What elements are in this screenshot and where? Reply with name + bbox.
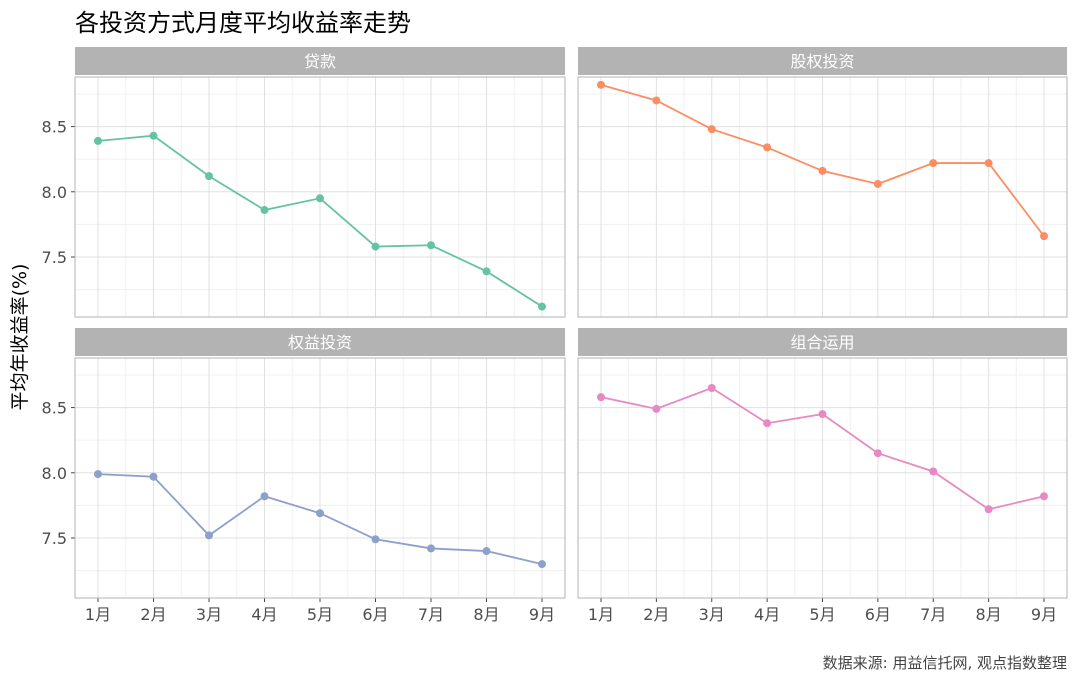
x-tick-label: 4月: [251, 605, 277, 624]
panel-border: [74, 357, 566, 599]
chart-title: 各投资方式月度平均收益率走势: [75, 9, 411, 37]
data-point: [94, 470, 102, 479]
data-point: [205, 172, 213, 181]
facet-panel: 权益投资 7.5 8.0 8.5 1月 2月 3月 4月 5月 6月 7月 8月 9月: [42, 328, 566, 624]
x-tick-label: 3月: [699, 605, 725, 624]
data-point: [707, 125, 716, 134]
y-tick-label: 8.5: [42, 118, 67, 137]
caption: 数据来源: 用益信托网, 观点指数整理: [823, 654, 1067, 672]
panel-border: [577, 357, 1068, 599]
facet-panel: 贷款 7.5 8.0 8.5: [42, 47, 566, 318]
x-tick-label: 8月: [473, 605, 499, 624]
data-point: [427, 241, 435, 250]
data-point: [929, 159, 938, 168]
data-point: [652, 404, 661, 413]
x-tick-label: 5月: [809, 605, 835, 624]
data-point: [763, 143, 772, 152]
y-tick-label: 8.5: [42, 399, 67, 418]
data-point: [94, 136, 102, 145]
x-tick-label: 7月: [418, 605, 444, 624]
facet-strip-label: 股权投资: [790, 52, 854, 71]
data-point: [818, 166, 827, 175]
data-point: [538, 560, 546, 569]
x-tick-label: 1月: [588, 605, 614, 624]
x-tick-label: 3月: [196, 605, 222, 624]
data-point: [316, 509, 324, 518]
facet-strip: [578, 328, 1067, 356]
data-point: [482, 547, 491, 556]
data-point: [316, 194, 324, 203]
data-point: [1040, 232, 1048, 241]
data-point: [652, 96, 661, 105]
facet-strip-label: 贷款: [304, 52, 336, 71]
data-point: [818, 410, 827, 419]
facet-strip-label: 权益投资: [288, 333, 352, 352]
data-point: [1040, 492, 1048, 501]
facet-strip: [578, 47, 1067, 75]
panel-border: [74, 76, 566, 318]
panel-border: [577, 76, 1068, 318]
data-point: [482, 267, 491, 276]
x-tick-label: 6月: [362, 605, 388, 624]
data-point: [763, 419, 772, 428]
data-point: [260, 206, 269, 215]
y-tick-label: 7.5: [42, 529, 67, 548]
x-tick-label: 1月: [85, 605, 111, 624]
x-tick-label: 4月: [754, 605, 780, 624]
data-point: [984, 505, 993, 514]
data-point: [427, 544, 435, 553]
x-tick-label: 8月: [976, 605, 1002, 624]
data-point: [929, 467, 938, 476]
data-point: [205, 531, 213, 540]
x-tick-label: 9月: [1031, 605, 1057, 624]
y-tick-label: 7.5: [42, 248, 67, 267]
facet-panel: 组合运用 1月 2月 3月 4月 5月 6月 7月 8月 9月: [577, 328, 1068, 624]
data-point: [149, 131, 158, 140]
data-point: [371, 535, 380, 544]
y-tick-label: 8.0: [42, 183, 67, 202]
data-point: [371, 242, 380, 251]
facet-strip: [75, 328, 565, 356]
data-point: [597, 80, 605, 89]
x-tick-label: 2月: [643, 605, 669, 624]
data-point: [873, 449, 882, 458]
facet-strip-label: 组合运用: [790, 333, 854, 352]
data-point: [260, 492, 269, 501]
x-tick-label: 6月: [865, 605, 891, 624]
data-point: [707, 384, 716, 392]
data-point: [597, 393, 605, 402]
x-tick-label: 9月: [529, 605, 555, 624]
facet-strip: [75, 47, 565, 75]
data-point: [873, 179, 882, 188]
y-axis-label: 平均年收益率(%): [9, 264, 31, 411]
data-point: [538, 302, 546, 311]
data-point: [984, 159, 993, 168]
x-tick-label: 2月: [140, 605, 166, 624]
y-tick-label: 8.0: [42, 464, 67, 483]
x-tick-label: 7月: [920, 605, 946, 624]
x-tick-label: 5月: [307, 605, 333, 624]
facet-panel: 股权投资: [577, 47, 1068, 318]
data-point: [149, 472, 158, 481]
